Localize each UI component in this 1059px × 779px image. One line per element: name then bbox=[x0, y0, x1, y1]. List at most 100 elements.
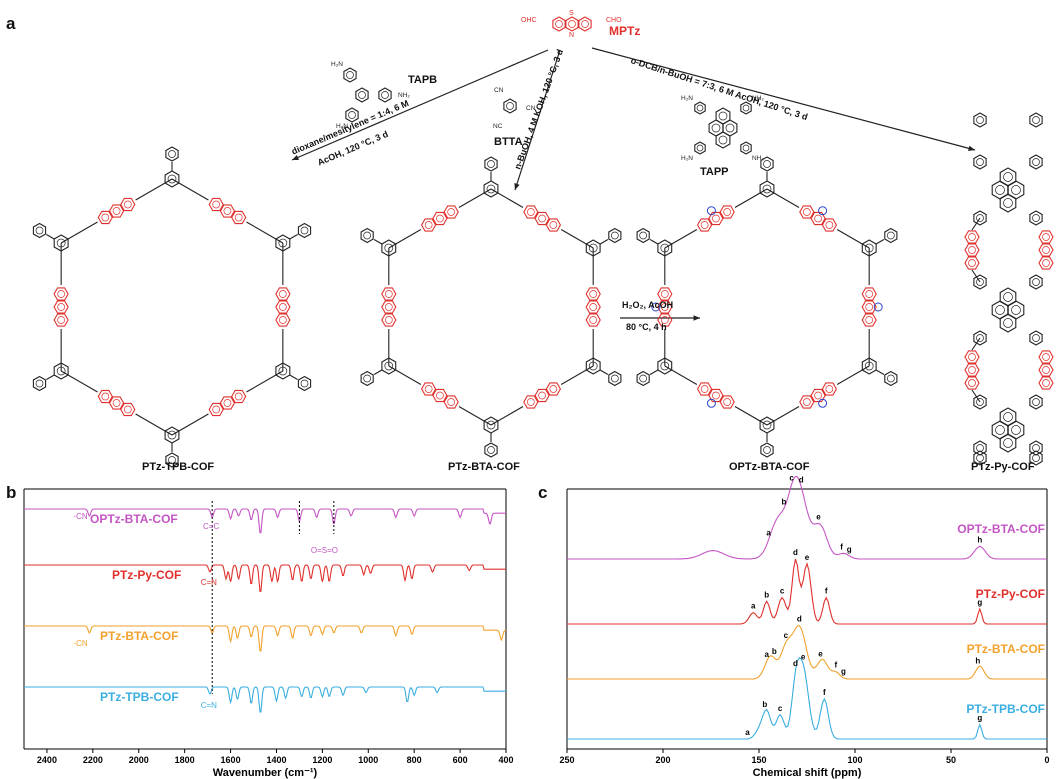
py-bot-1 bbox=[973, 440, 987, 456]
bta-cof-link-2b bbox=[490, 406, 524, 426]
optz-cof-outer-ring-4-ring bbox=[639, 374, 648, 383]
bta-cof-ptz-0-ring-c-ring bbox=[538, 214, 546, 223]
py-arm-1-3 bbox=[973, 330, 987, 346]
py-ptz-right-1-ring-b bbox=[1038, 376, 1054, 390]
bta-cof-link-5a bbox=[388, 229, 422, 249]
ir-annotation: O=S=O bbox=[311, 546, 338, 555]
ir-series-line bbox=[24, 564, 506, 592]
py-arm-2-4 bbox=[1029, 450, 1043, 466]
arrow-to-tpb-head bbox=[292, 154, 299, 160]
py-arm-1-2 bbox=[1029, 274, 1043, 290]
condition-ox-line2: 80 °C, 4 h bbox=[626, 322, 667, 332]
py-arm-2-1 bbox=[973, 394, 987, 410]
optz-cof-link-3a bbox=[734, 406, 768, 426]
bta-cof-outer-ring-0 bbox=[484, 156, 498, 172]
bta-cof-ptz-0-ring-a bbox=[523, 205, 539, 219]
optz-cof-ptz-5-ring-b bbox=[719, 205, 735, 219]
py-core-1-2-ring bbox=[1011, 305, 1021, 315]
bta-cof-ptz-2-ring-c bbox=[534, 388, 550, 403]
optz-cof-ptz-4-ring-b bbox=[657, 287, 673, 301]
py-core-0-1 bbox=[991, 180, 1009, 200]
tapp-arm-3 bbox=[694, 141, 706, 155]
bta-cof-link-0a bbox=[490, 188, 524, 208]
optz-cof-sulfone-1 bbox=[873, 302, 883, 312]
nmr-peak-label: e bbox=[805, 553, 810, 562]
tpb-cof-ptz-5-ring-c-ring bbox=[112, 207, 121, 215]
bta-cof-outer-ring-4 bbox=[360, 370, 374, 387]
tpb-cof-ptz-4-ring-c bbox=[53, 300, 69, 314]
optz-cof-ptz-1-ring-c bbox=[861, 300, 877, 314]
bta-cof-outer-ring-1-ring bbox=[610, 231, 619, 240]
py-core-0-4-ring bbox=[1003, 198, 1013, 208]
tpb-cof-ptz-5-ring-c bbox=[108, 204, 125, 218]
py-ptz-right-0-ring-c bbox=[1038, 243, 1054, 257]
tapp-core-3 bbox=[715, 107, 731, 125]
bta-cof-outer-ring-2 bbox=[608, 370, 622, 387]
optz-cof-ptz-0-ring-c-ring bbox=[814, 214, 822, 223]
nmr-peak-label: a bbox=[751, 602, 756, 611]
optz-cof-ptz-1-ring-b-ring bbox=[865, 316, 874, 324]
tpb-cof-ptz-5-ring-b-ring bbox=[123, 200, 132, 209]
py-core-2-4-ring bbox=[1003, 438, 1013, 448]
tapp-nh2-3: H₂N bbox=[681, 155, 693, 162]
bta-cof-ptz-3-ring-c bbox=[432, 388, 448, 403]
optz-cof-outer-ring-4 bbox=[636, 370, 650, 387]
py-core-1-3-ring bbox=[1003, 292, 1013, 302]
bta-cof-ptz-5-ring-a-ring bbox=[424, 221, 433, 229]
arrow-oxidation-head bbox=[693, 315, 700, 321]
bta-cof-node-5 bbox=[381, 239, 397, 257]
py-arm-1-2-ring bbox=[1032, 278, 1040, 286]
btta-cn-1: CN bbox=[494, 87, 504, 94]
tapp-nh2-1: H₂N bbox=[681, 95, 693, 102]
optz-cof-ptz-0-ring-b bbox=[821, 218, 838, 232]
nmr-peak-label: f bbox=[825, 587, 828, 596]
tapp-label: TAPP bbox=[700, 166, 729, 178]
tpb-cof-outer-ring-2 bbox=[297, 375, 312, 392]
optz-cof-outer-ring-3 bbox=[760, 442, 774, 458]
py-ptz-left-1-ring-c bbox=[964, 363, 980, 377]
py-core-2-1 bbox=[991, 420, 1009, 440]
tapb-arm-1-ring bbox=[346, 71, 354, 79]
tapb-arm-3-ring bbox=[348, 111, 356, 119]
optz-cof-node-5-ring bbox=[660, 243, 670, 253]
bta-cof-node-5-ring bbox=[384, 243, 394, 253]
bta-cof-ptz-5-ring-c bbox=[432, 211, 448, 226]
py-arm-0-1 bbox=[973, 154, 987, 170]
nmr-peak-label: d bbox=[793, 548, 798, 557]
optz-cof-ptz-5-ring-a-ring bbox=[700, 221, 709, 229]
py-core-0-2-ring bbox=[1011, 185, 1021, 195]
py-ptz-right-1-ring-a-ring bbox=[1042, 353, 1050, 361]
optz-cof-link-2a bbox=[836, 365, 870, 385]
bta-cof-node-1 bbox=[585, 239, 601, 257]
mptz-cho-right: CHO bbox=[606, 17, 622, 24]
optz-cof-ptz-0-ring-c bbox=[810, 211, 826, 226]
tapb-label: TAPB bbox=[408, 74, 438, 86]
tapp-arm-1-ring bbox=[696, 104, 704, 112]
tapp-core-1-ring bbox=[711, 123, 721, 133]
product-bta-cof: PTz-BTA-COF bbox=[448, 461, 520, 473]
tpb-cof-out-4 bbox=[46, 374, 55, 380]
py-core-1-4 bbox=[999, 313, 1017, 333]
tpb-cof-outer-ring-3-ring bbox=[168, 456, 176, 464]
py-ptz-right-1-ring-c-ring bbox=[1042, 366, 1050, 374]
optz-cof-outer-ring-0-ring bbox=[763, 160, 771, 168]
py-ptz-right-0-ring-b-ring bbox=[1042, 259, 1050, 267]
py-arm-0-4 bbox=[1029, 210, 1043, 226]
bta-cof-ptz-2-ring-b-ring bbox=[526, 398, 535, 406]
py-bot-1-ring bbox=[976, 444, 984, 452]
mptz-n-atom: N bbox=[569, 32, 574, 39]
bta-cof-ptz-5-ring-b bbox=[443, 205, 459, 219]
py-bot-2 bbox=[1029, 440, 1043, 456]
tpb-cof-outer-ring-1 bbox=[297, 222, 312, 239]
py-core-0-1-ring bbox=[995, 185, 1005, 195]
bta-cof-node-4-ring bbox=[384, 361, 394, 371]
py-ptz-left-1-ring-a bbox=[964, 350, 980, 364]
py-core-0-3 bbox=[999, 167, 1017, 187]
arrow-to-py-head bbox=[968, 145, 975, 151]
py-ptz-left-0-ring-a bbox=[964, 230, 980, 244]
tpb-cof-outer-ring-5 bbox=[32, 222, 47, 239]
ir-tick-label: 1600 bbox=[221, 755, 241, 765]
py-arm-1-1-ring bbox=[976, 278, 984, 286]
optz-cof-ptz-4-ring-c bbox=[657, 300, 673, 314]
optz-cof-sulfone-2 bbox=[818, 398, 828, 408]
